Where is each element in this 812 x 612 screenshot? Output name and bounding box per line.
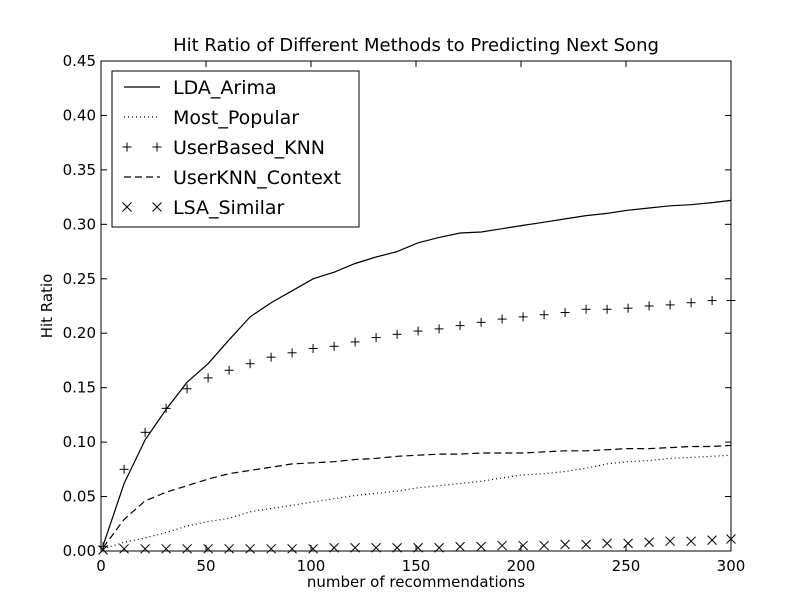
data-point-lsa-similar xyxy=(539,540,549,551)
data-point-lsa-similar xyxy=(308,543,318,554)
y-tick-label: 0.20 xyxy=(63,324,96,342)
data-point-userbased-knn xyxy=(602,304,612,314)
legend-label-most-popular: Most_Popular xyxy=(173,107,299,129)
data-point-userbased-knn xyxy=(266,352,276,362)
data-point-lsa-similar xyxy=(287,543,297,554)
data-point-userbased-knn xyxy=(665,300,675,310)
legend-swatch-lsa-similar xyxy=(122,202,132,212)
data-point-lsa-similar xyxy=(707,535,717,545)
x-tick-label: 250 xyxy=(612,557,641,575)
legend-label-userbased-knn: UserBased_KNN xyxy=(173,137,325,159)
x-tick-label: 300 xyxy=(717,557,746,575)
data-point-lsa-similar xyxy=(644,537,654,548)
y-tick-label: 0.35 xyxy=(63,161,96,179)
data-point-lsa-similar xyxy=(518,540,528,551)
data-point-lsa-similar xyxy=(266,543,276,554)
data-point-userbased-knn xyxy=(497,314,507,324)
data-point-lsa-similar xyxy=(98,545,108,555)
y-tick-label: 0.15 xyxy=(63,379,96,397)
data-point-lsa-similar xyxy=(119,543,129,554)
data-point-userbased-knn xyxy=(686,298,696,308)
data-point-lsa-similar xyxy=(665,536,675,547)
data-point-lsa-similar xyxy=(686,536,696,547)
series-line-most-popular xyxy=(102,454,732,550)
data-point-userbased-knn xyxy=(287,348,297,358)
data-point-lsa-similar xyxy=(455,541,465,552)
data-point-userbased-knn xyxy=(182,384,192,394)
chart-title: Hit Ratio of Different Methods to Predic… xyxy=(173,35,659,56)
y-tick-label: 0.10 xyxy=(63,433,96,451)
data-point-userbased-knn xyxy=(518,312,528,322)
data-point-userbased-knn xyxy=(413,326,423,336)
y-tick-label: 0.25 xyxy=(63,270,96,288)
data-point-userbased-knn xyxy=(581,304,591,314)
data-point-lsa-similar xyxy=(581,539,591,550)
legend-label-userknn-context: UserKNN_Context xyxy=(173,167,341,189)
x-tick-label: 0 xyxy=(96,557,106,575)
data-point-lsa-similar xyxy=(245,543,255,554)
data-point-userbased-knn xyxy=(371,333,381,343)
data-point-lsa-similar xyxy=(476,541,486,552)
y-axis-label: Hit Ratio xyxy=(38,274,56,339)
data-point-userbased-knn xyxy=(434,324,444,334)
y-tick-label: 0.00 xyxy=(63,542,96,560)
data-point-userbased-knn xyxy=(560,308,570,318)
x-axis-label: number of recommendations xyxy=(307,573,525,591)
data-point-lsa-similar xyxy=(623,538,633,549)
data-point-lsa-similar xyxy=(161,543,171,554)
data-point-lsa-similar xyxy=(602,538,612,549)
data-point-userbased-knn xyxy=(245,359,255,369)
x-tick-label: 50 xyxy=(196,557,215,575)
data-point-userbased-knn xyxy=(329,341,339,351)
legend-label-lsa-similar: LSA_Similar xyxy=(173,197,285,219)
y-tick-label: 0.40 xyxy=(63,106,96,124)
data-point-userbased-knn xyxy=(707,296,717,306)
y-tick-label: 0.30 xyxy=(63,215,96,233)
data-point-lsa-similar xyxy=(182,543,192,554)
data-point-lsa-similar xyxy=(203,543,213,554)
data-point-userbased-knn xyxy=(455,321,465,331)
series-line-lda-arima xyxy=(102,199,732,546)
legend-box xyxy=(111,70,360,228)
data-point-userbased-knn xyxy=(308,343,318,353)
legend: LDA_Arima Most_Popular UserBased_KNN UserKN… xyxy=(111,70,360,228)
x-tick-label: 200 xyxy=(507,557,536,575)
series-userbased-knn xyxy=(98,296,736,552)
data-point-lsa-similar xyxy=(560,539,570,550)
data-point-lsa-similar xyxy=(140,543,150,554)
legend-swatch-lsa-similar xyxy=(152,202,162,212)
data-point-userbased-knn xyxy=(539,310,549,320)
data-point-userbased-knn xyxy=(350,337,360,347)
series-layer xyxy=(98,199,736,555)
data-point-userbased-knn xyxy=(119,464,129,474)
data-point-userbased-knn xyxy=(392,329,402,339)
data-point-lsa-similar xyxy=(224,543,234,554)
legend-swatch-userbased-knn xyxy=(122,142,132,152)
x-tick-label: 150 xyxy=(402,557,431,575)
data-point-userbased-knn xyxy=(140,427,150,437)
y-tick-label: 0.45 xyxy=(63,52,96,70)
data-point-userbased-knn xyxy=(476,317,486,327)
data-point-userbased-knn xyxy=(623,303,633,313)
y-tick-label: 0.05 xyxy=(63,488,96,506)
data-point-lsa-similar xyxy=(497,540,507,551)
series-line-userknn-context xyxy=(102,444,732,549)
legend-label-lda-arima: LDA_Arima xyxy=(173,77,277,99)
data-point-userbased-knn xyxy=(203,373,213,383)
legend-swatch-userbased-knn xyxy=(152,142,162,152)
data-point-userbased-knn xyxy=(161,403,171,413)
tick-layer: 0 50 100 150 200 250 300 0.00 0.05 0.10 0.15 0.20 0.… xyxy=(63,52,746,575)
data-point-userbased-knn xyxy=(224,365,234,375)
x-tick-label: 100 xyxy=(297,557,326,575)
data-point-userbased-knn xyxy=(644,301,654,311)
